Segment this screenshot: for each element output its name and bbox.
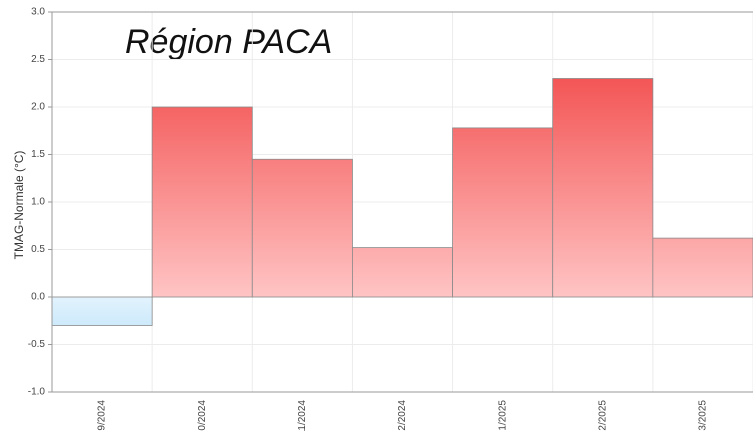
y-tick-label: 1.5 [31, 149, 45, 160]
y-tick-label: 3.0 [31, 7, 45, 18]
x-tick-label: 02/2025 [597, 400, 608, 431]
y-tick-label: 2.5 [31, 54, 45, 65]
y-tick-label: 0.5 [31, 244, 45, 255]
bar [51, 296, 153, 326]
x-tick-label: 10/2024 [197, 400, 208, 431]
x-tick-label: 09/2024 [97, 400, 108, 431]
x-tick-label: 12/2024 [397, 400, 408, 431]
bar [251, 158, 353, 298]
y-tick-label: 2.0 [31, 102, 45, 113]
y-tick-label: 1.0 [31, 197, 45, 208]
bar [151, 106, 253, 298]
y-tick-label: -0.5 [28, 339, 46, 350]
x-tick-label: 01/2025 [497, 400, 508, 431]
bar [352, 247, 453, 298]
bar [652, 237, 753, 298]
y-axis-label: TMAG-Normale (°C) [12, 151, 26, 260]
x-tick-label: 11/2024 [297, 400, 308, 431]
y-tick-label: 0.0 [31, 292, 45, 303]
chart-title: Région PACA [125, 23, 332, 61]
bar [452, 127, 554, 298]
bar [552, 78, 654, 298]
y-tick-label: -1.0 [28, 387, 46, 398]
x-tick-label: 03/2025 [698, 400, 709, 431]
